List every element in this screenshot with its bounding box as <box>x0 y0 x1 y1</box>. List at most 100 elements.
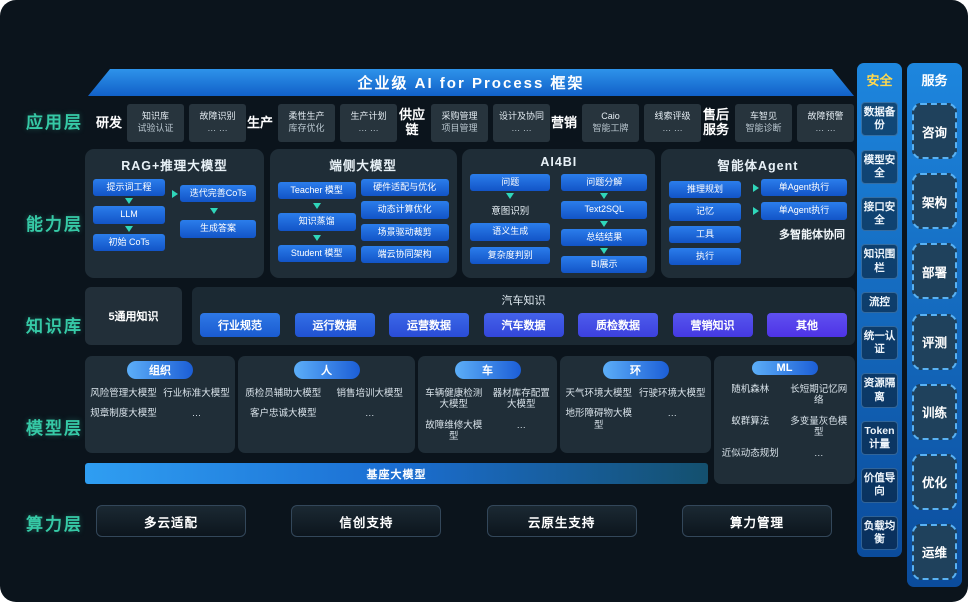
app-item-line: 生产计划 <box>350 111 387 122</box>
list-node: 工具 <box>668 225 741 243</box>
compute-item: 算力管理 <box>681 505 832 537</box>
model-group-pill: 车 <box>454 361 521 379</box>
model-item: 行业标准大模型 <box>163 388 230 399</box>
model-item: 行驶环境大模型 <box>638 388 706 399</box>
layer-label-model: 模型层 <box>26 419 83 438</box>
app-item: 生产计划 … … <box>340 104 398 142</box>
list-node: 端云协同架构 <box>360 245 449 263</box>
list-node: 场景驱动裁剪 <box>360 223 449 241</box>
app-item: 知识库 试验认证 <box>127 104 185 142</box>
model-item: … <box>516 419 527 431</box>
framework-title-banner: 企业级 AI for Process 框架 <box>88 69 854 96</box>
app-item-line: 试验认证 <box>137 123 174 133</box>
model-group-pill: 组织 <box>127 361 193 379</box>
application-layer-row: 研发 知识库 试验认证 故障识别 … … 生产 柔性生产 库存优化 生产计划 …… <box>96 99 854 147</box>
compute-item: 云原生支持 <box>486 505 637 537</box>
app-item-line: … … <box>207 123 228 133</box>
model-item: 客户忠诚大模型 <box>249 408 317 420</box>
model-item: 车辆健康检测大模型 <box>425 388 483 411</box>
model-item: 天气环境大模型 <box>565 388 632 399</box>
model-item: 规章制度大模型 <box>90 408 157 420</box>
layer-label-compute: 算力层 <box>26 515 83 534</box>
knowledge-chip: 运营数据 <box>389 313 469 337</box>
app-item-line: … … <box>662 123 683 133</box>
flow-step-text: 意图识别 <box>491 206 530 218</box>
general-knowledge-box: 5通用知识 <box>85 287 182 345</box>
app-group-marketing: 营销 Caio 智能工牌 线索评级 … … <box>551 104 701 142</box>
arrow-down-icon <box>506 193 515 200</box>
model-item: 器材库存配置大模型 <box>492 388 550 411</box>
card-rag-reasoning: RAG+推理大模型 提示词工程 LLM 初始 CoTs 迭代完善CoTs 生成答… <box>85 149 264 278</box>
list-node: 动态计算优化 <box>360 201 449 219</box>
app-item-line: 故障识别 <box>199 111 236 122</box>
arrow-right-icon <box>752 206 759 215</box>
model-item: … <box>365 408 375 420</box>
card-edge-model: 端侧大模型 Teacher 模型 知识蒸馏 Student 模型 硬件适配与优化… <box>269 149 457 278</box>
model-group-organization: 组织 风险管理大模型 行业标准大模型 规章制度大模型 … <box>85 356 235 453</box>
compute-layer-row: 多云适配 信创支持 云原生支持 算力管理 <box>96 505 832 537</box>
agent-exec-node: 单Agent执行 <box>760 202 847 220</box>
service-item: 训练 <box>912 383 957 440</box>
service-item: 架构 <box>912 173 957 230</box>
service-column: 服务 咨询 架构 部署 评测 训练 优化 运维 <box>907 63 962 587</box>
security-item: 负载均衡 <box>861 515 898 550</box>
app-item-line: … … <box>815 123 836 133</box>
app-item: Caio 智能工牌 <box>582 104 639 142</box>
arrow-right-icon <box>172 189 178 198</box>
app-item-line: 车智见 <box>749 111 777 122</box>
arrow-down-icon <box>312 203 321 210</box>
app-item-line: 故障预警 <box>807 111 844 122</box>
model-item: 长短期记忆网络 <box>790 384 848 407</box>
model-item: 故障维修大模型 <box>425 419 483 443</box>
app-item: 故障识别 … … <box>189 104 247 142</box>
arrow-down-icon <box>125 198 133 205</box>
app-item: 采购管理 项目管理 <box>431 104 488 142</box>
model-layer-row: 组织 风险管理大模型 行业标准大模型 规章制度大模型 … 人 质检员辅助大模型 … <box>85 356 855 486</box>
app-item-line: 线索评级 <box>654 111 691 122</box>
model-item: 风险管理大模型 <box>90 388 157 399</box>
flow-node: Text2SQL <box>561 201 648 219</box>
app-item-line: 项目管理 <box>441 123 478 133</box>
security-item: Token计量 <box>861 420 898 456</box>
security-item: 价值导向 <box>861 468 898 503</box>
layer-label-capability: 能力层 <box>26 215 83 234</box>
card-title: AI4BI <box>540 155 578 169</box>
arrow-down-icon <box>210 208 218 215</box>
list-node: 执行 <box>668 247 741 265</box>
model-group-ml: ML 随机森林 长短期记忆网络 蚁群算法 多变量灰色模型 近似动态规划 … <box>714 356 855 484</box>
model-group-people: 人 质检员辅助大模型 销售培训大模型 客户忠诚大模型 … <box>238 356 415 453</box>
app-item-line: 设计及协同 <box>498 111 544 122</box>
knowledge-chip: 汽车数据 <box>483 313 564 337</box>
knowledge-chip: 运行数据 <box>294 313 375 337</box>
app-group-label: 售后服务 <box>702 107 729 137</box>
security-item: 数据备份 <box>861 102 898 137</box>
model-item: 地形障碍物大模型 <box>565 408 632 431</box>
service-item: 评测 <box>912 313 957 370</box>
model-item: … <box>667 408 678 420</box>
app-item-line: 知识库 <box>142 111 170 122</box>
app-group-label: 营销 <box>550 114 577 130</box>
app-item: 设计及协同 … … <box>493 104 550 142</box>
security-header: 安全 <box>866 73 893 88</box>
flow-node: 问题 <box>470 174 551 192</box>
app-item-line: … … <box>511 123 532 133</box>
app-item-line: 采购管理 <box>441 111 478 122</box>
app-item: 柔性生产 库存优化 <box>278 104 336 142</box>
app-item: 车智见 智能诊断 <box>734 104 792 142</box>
knowledge-chip: 其他 <box>767 313 847 337</box>
arrow-down-icon <box>125 225 133 232</box>
list-node: 硬件适配与优化 <box>360 179 449 197</box>
app-item-line: Caio <box>601 111 620 122</box>
service-item: 咨询 <box>912 103 957 160</box>
app-item: 故障预警 … … <box>796 104 854 142</box>
framework-title: 企业级 AI for Process 框架 <box>357 75 585 92</box>
security-item: 接口安全 <box>861 196 898 232</box>
agent-exec-node: 单Agent执行 <box>760 179 847 197</box>
card-title: RAG+推理大模型 <box>121 159 228 173</box>
knowledge-layer-row: 5通用知识 汽车知识 行业规范 运行数据 运营数据 汽车数据 质检数据 营销知识… <box>85 287 855 345</box>
flow-node: 复杂度判别 <box>470 246 551 264</box>
app-item-line: … … <box>358 123 379 133</box>
model-item: 多变量灰色模型 <box>790 415 848 439</box>
model-group-pill: ML <box>751 361 818 375</box>
compute-item: 信创支持 <box>291 505 442 537</box>
